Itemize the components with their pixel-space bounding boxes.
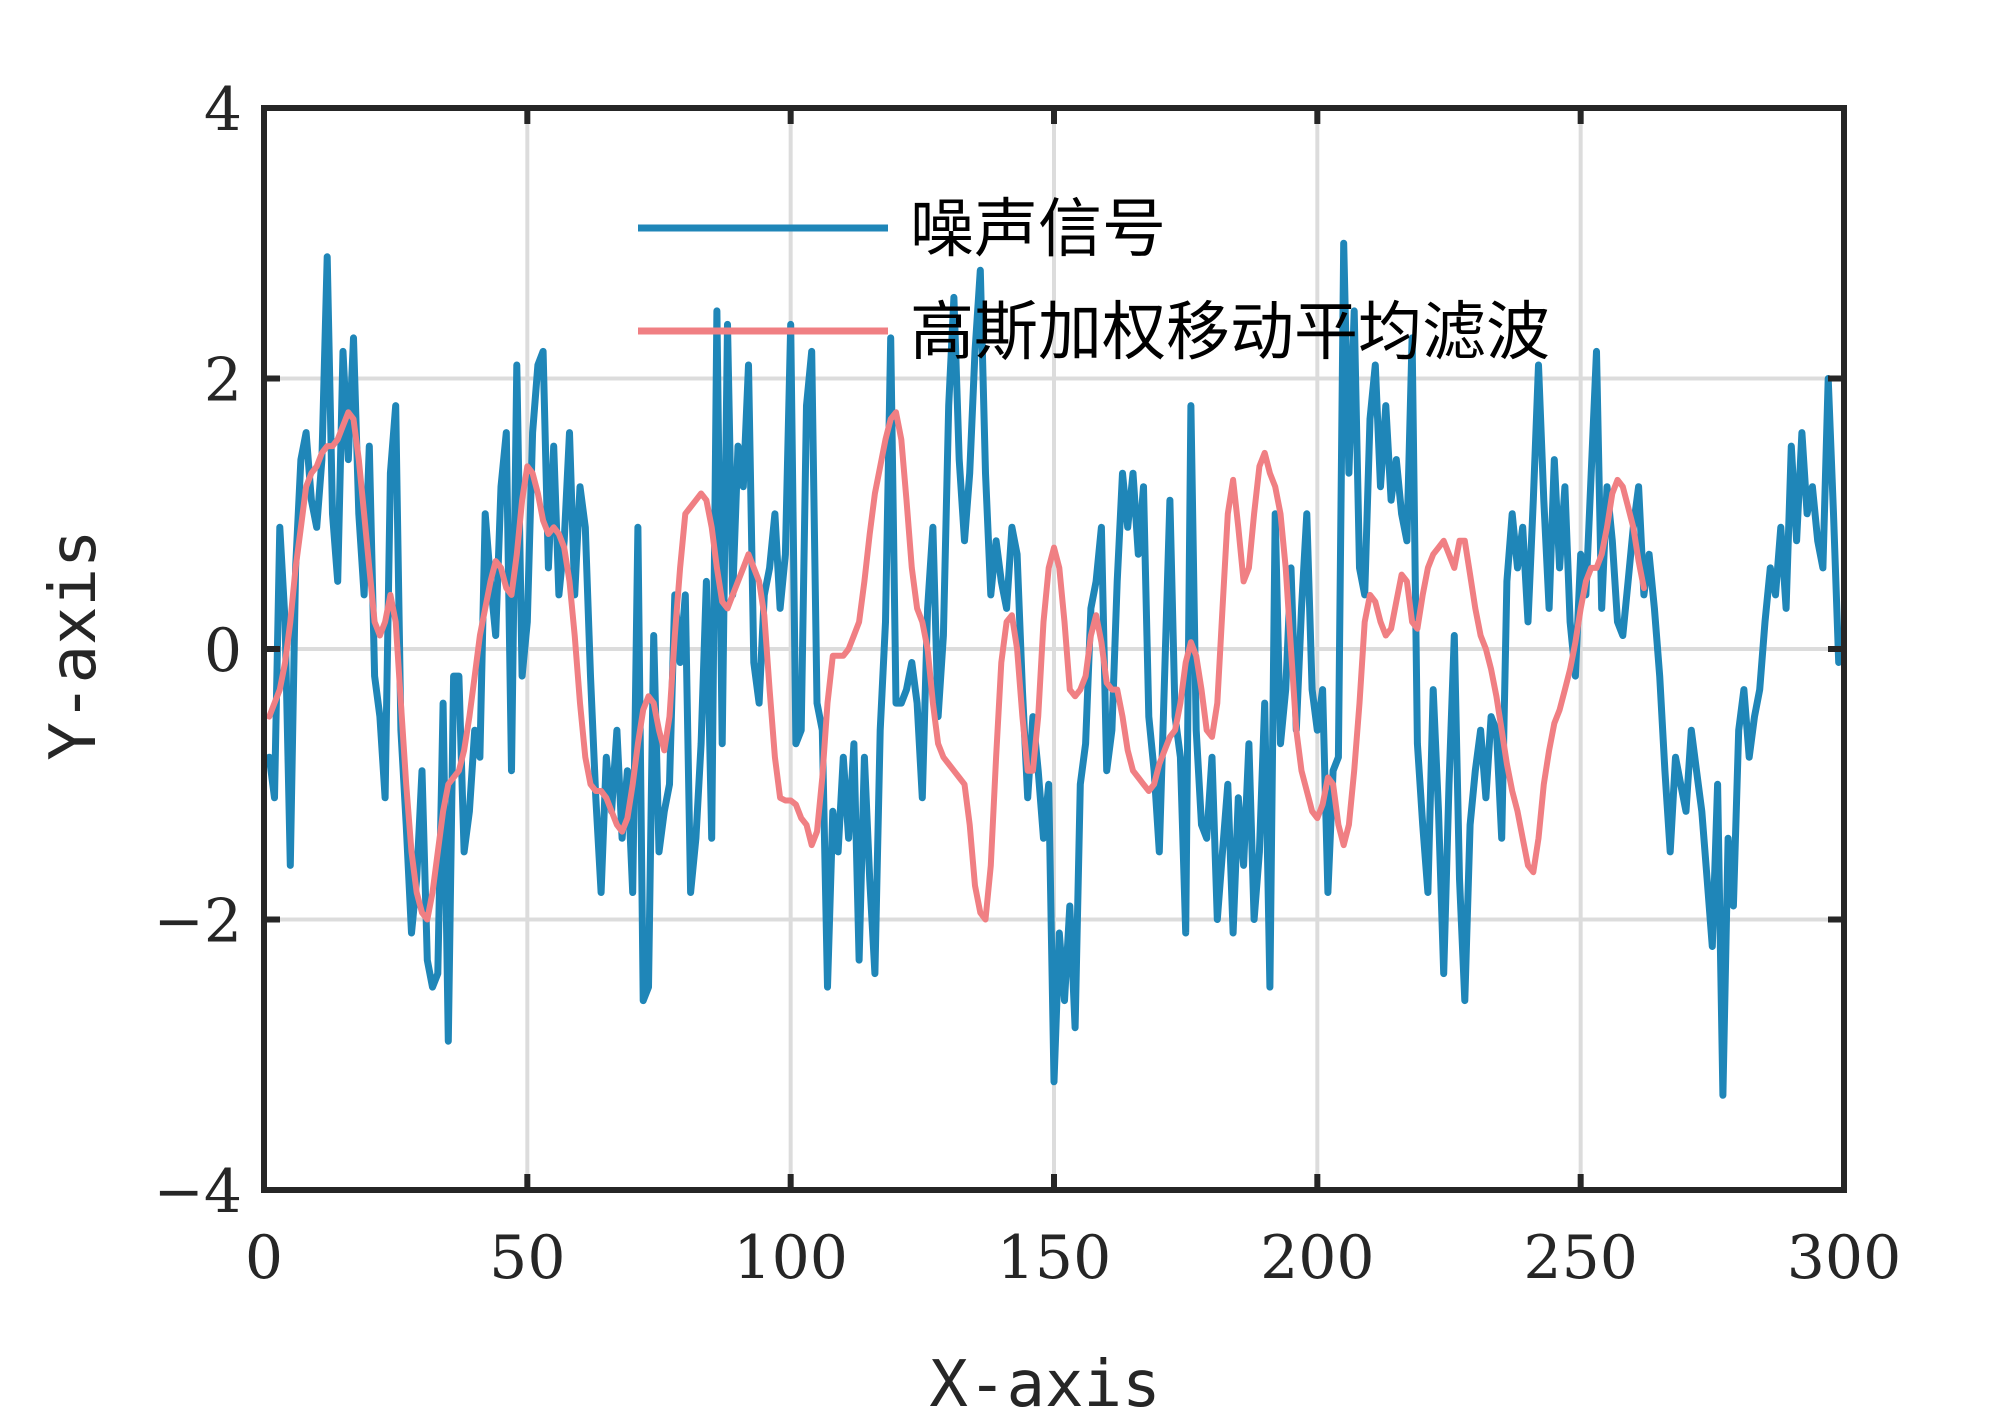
y-tick-label: −4	[154, 1157, 242, 1227]
axis-ticks	[261, 105, 1847, 1193]
x-axis-label: X-axis	[929, 1348, 1160, 1417]
y-tick-label: 0	[204, 616, 242, 686]
legend-label-noisy-signal: 噪声信号	[910, 193, 1166, 267]
legend: 噪声信号 高斯加权移动平均滤波	[638, 193, 1550, 370]
plot-area	[265, 239, 1843, 1099]
x-tick-label: 0	[245, 1223, 283, 1293]
y-tick-label: 2	[204, 346, 242, 416]
x-tick-label: 100	[733, 1223, 848, 1293]
x-tick-label: 200	[1260, 1223, 1375, 1293]
tick-labels: 0 50 100 150 200 250 300 −4 −2 0 2 4	[154, 75, 1902, 1293]
y-tick-label: −2	[154, 887, 242, 957]
legend-label-gaussian-moving-average: 高斯加权移动平均滤波	[910, 296, 1550, 370]
x-tick-label: 250	[1523, 1223, 1638, 1293]
y-tick-label: 4	[204, 75, 242, 145]
series-line-gaussian-moving-average	[266, 409, 1647, 923]
x-tick-label: 300	[1787, 1223, 1902, 1293]
y-axis-label: Y-axis	[37, 529, 111, 760]
x-tick-label: 50	[489, 1223, 565, 1293]
x-tick-label: 150	[997, 1223, 1112, 1293]
